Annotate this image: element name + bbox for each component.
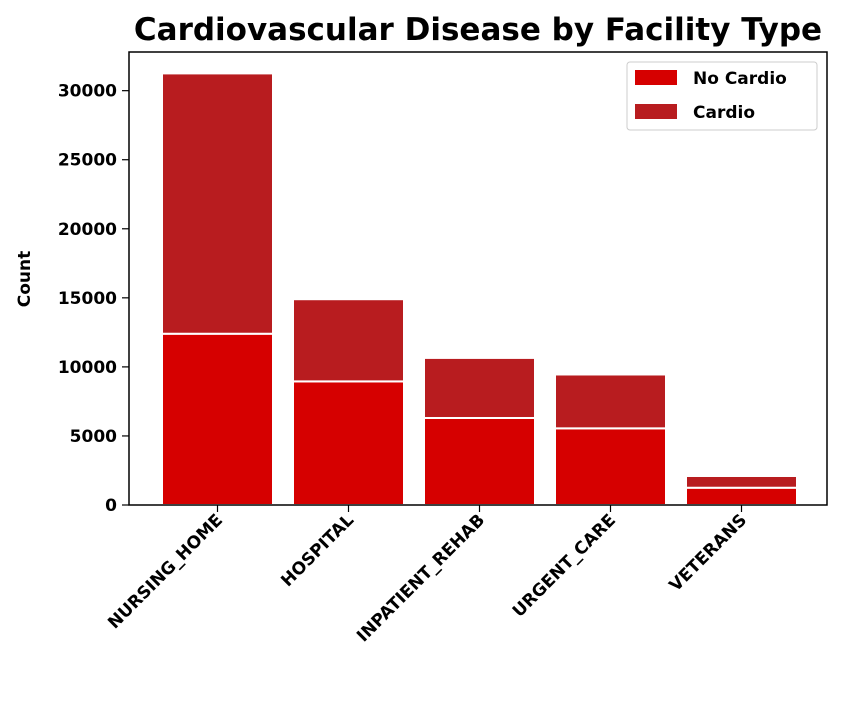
x-tick-label-nursing-home: NURSING_HOME — [104, 510, 227, 633]
x-tick-label-veterans: VETERANS — [666, 510, 751, 595]
legend-label-cardio: Cardio — [693, 103, 755, 123]
y-tick-label: 0 — [105, 496, 117, 516]
legend-swatch-no-cardio — [635, 70, 677, 85]
y-axis-label: Count — [15, 251, 35, 308]
bars-layer — [161, 72, 798, 507]
y-tick-label: 15000 — [58, 289, 117, 309]
legend-label-no-cardio: No Cardio — [693, 69, 787, 89]
chart-title: Cardiovascular Disease by Facility Type — [134, 12, 822, 48]
y-tick-label: 25000 — [58, 151, 117, 171]
legend: No Cardio Cardio — [626, 61, 818, 131]
legend-swatch-cardio — [635, 104, 677, 119]
bar-hospital-no-cardio — [292, 380, 405, 506]
y-tick-label: 5000 — [70, 427, 117, 447]
y-tick-label: 20000 — [58, 220, 117, 240]
bar-veterans-no-cardio — [685, 486, 798, 506]
x-tick-label-inpatient-rehab: INPATIENT_REHAB — [353, 510, 489, 646]
bar-nursing-home-cardio — [161, 72, 274, 335]
bar-nursing-home-no-cardio — [161, 332, 274, 506]
y-axis: 0 5000 10000 15000 20000 25000 30000 — [58, 82, 129, 516]
x-tick-label-hospital: HOSPITAL — [277, 510, 358, 591]
y-tick-label: 10000 — [58, 358, 117, 378]
bar-veterans-cardio — [685, 474, 798, 489]
bar-inpatient-rehab-cardio — [423, 356, 536, 419]
bar-urgent-care-no-cardio — [554, 427, 667, 507]
plot-frame — [128, 51, 828, 506]
bar-hospital-cardio — [292, 298, 405, 383]
bar-urgent-care-cardio — [554, 373, 667, 430]
y-tick-label: 30000 — [58, 82, 117, 102]
bar-inpatient-rehab-no-cardio — [423, 416, 536, 506]
x-tick-label-urgent-care: URGENT_CARE — [509, 510, 620, 621]
